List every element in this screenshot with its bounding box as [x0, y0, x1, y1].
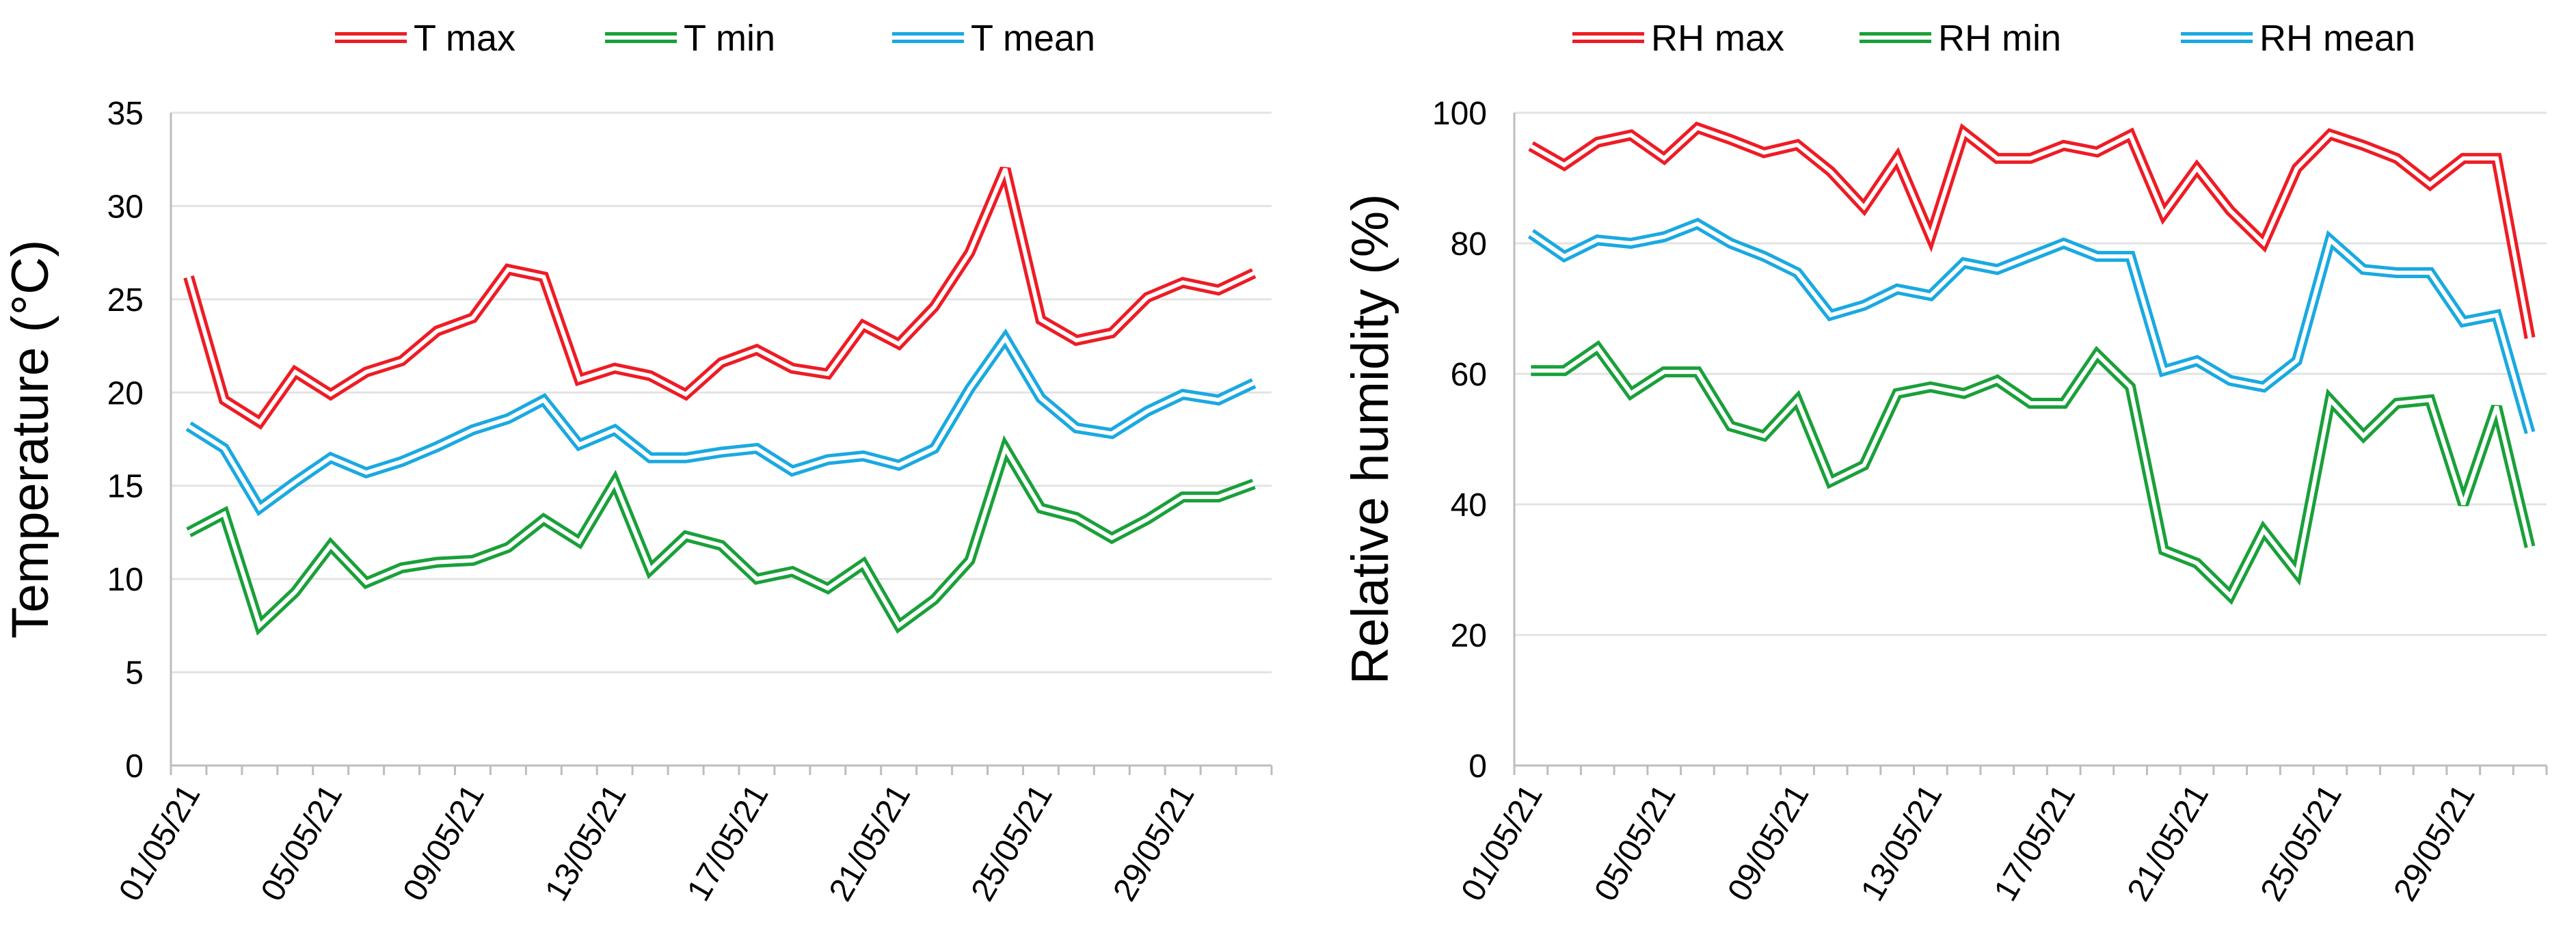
legend-label: T min	[684, 18, 775, 59]
legend-label: RH mean	[2259, 18, 2415, 59]
series-rh-max	[1528, 121, 2536, 339]
y-tick-label: 0	[1468, 748, 1487, 785]
legend-label: T mean	[971, 18, 1095, 59]
x-tick-label: 21/05/21	[2121, 778, 2216, 907]
legend-entry: RH min	[1860, 18, 2061, 59]
y-axis-label: Temperature (°C)	[1, 240, 59, 639]
legend-label: RH max	[1651, 18, 1784, 59]
y-tick-label: 10	[107, 562, 144, 598]
y-tick-label: 80	[1451, 226, 1487, 262]
series-line-core	[1529, 221, 2532, 433]
series-line-core	[187, 443, 1255, 629]
series-t-min	[186, 435, 1256, 636]
y-tick-label: 25	[107, 282, 144, 319]
legend-entry: T max	[335, 18, 515, 59]
y-tick-label: 40	[1451, 487, 1487, 524]
legend-entry: RH max	[1572, 18, 1784, 59]
chart-panel-1: 0 5 10 15 20 25 30 35 01/05/21 05/05/21 09/05/21 13…	[1, 18, 1273, 907]
y-tick-label: 0	[125, 748, 144, 785]
x-tick-label: 01/05/21	[1455, 778, 1550, 907]
x-tick-label: 05/05/21	[254, 778, 349, 907]
legend-entry: T mean	[892, 18, 1095, 59]
x-tick-label: 05/05/21	[1587, 778, 1682, 907]
legend-entry: RH mean	[2181, 18, 2415, 59]
x-tick-label: 13/05/21	[538, 778, 633, 907]
y-axis-label: Relative humidity (%)	[1341, 194, 1399, 685]
y-tick-label: 5	[125, 655, 144, 692]
x-tick-label: 29/05/21	[1106, 778, 1201, 907]
x-tick-label: 29/05/21	[2387, 778, 2482, 907]
series-rh-mean	[1527, 217, 2536, 435]
x-tick-label: 25/05/21	[2254, 778, 2349, 907]
y-tick-label: 100	[1432, 96, 1487, 132]
y-tick-label: 20	[107, 375, 144, 411]
x-tick-label: 25/05/21	[965, 778, 1060, 907]
series-t-mean	[185, 328, 1257, 517]
x-tick-label: 17/05/21	[680, 778, 775, 907]
series-line-core	[1531, 344, 2532, 599]
legend-entry: T min	[605, 18, 775, 59]
series-line-core	[1529, 125, 2532, 339]
x-tick-label: 21/05/21	[822, 778, 917, 907]
series-line-core	[187, 334, 1255, 511]
series-line-core	[187, 167, 1255, 425]
y-tick-label: 20	[1451, 618, 1487, 654]
y-tick-label: 60	[1451, 357, 1487, 393]
legend-label: T max	[414, 18, 515, 59]
y-tick-label: 15	[107, 469, 144, 505]
y-tick-label: 30	[107, 189, 144, 225]
series-rh-min	[1531, 340, 2536, 606]
x-tick-label: 09/05/21	[1721, 778, 1816, 907]
series-line	[186, 435, 1256, 636]
series-line	[1531, 340, 2536, 606]
y-tick-label: 35	[107, 96, 144, 132]
legend-label: RH min	[1938, 18, 2061, 59]
series-t-max	[183, 166, 1257, 430]
x-tick-label: 13/05/21	[1854, 778, 1949, 907]
x-tick-label: 01/05/21	[112, 778, 207, 907]
chart-panel-2: 0 20 40 60 80 100 01/05/21 05/05/21 09/05/21 13/0…	[1341, 18, 2548, 907]
x-tick-label: 09/05/21	[397, 778, 492, 907]
x-tick-label: 17/05/21	[1987, 778, 2082, 907]
